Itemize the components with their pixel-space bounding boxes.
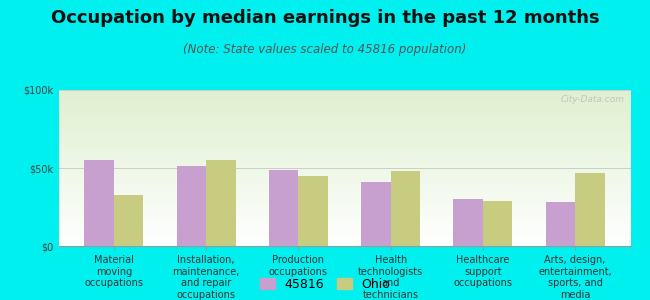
Bar: [361, 182, 391, 246]
Bar: [391, 171, 420, 246]
Text: (Note: State values scaled to 45816 population): (Note: State values scaled to 45816 popu…: [183, 44, 467, 56]
Bar: [84, 160, 114, 246]
Bar: [269, 169, 298, 246]
Bar: [298, 176, 328, 246]
Text: Occupation by median earnings in the past 12 months: Occupation by median earnings in the pas…: [51, 9, 599, 27]
Bar: [545, 202, 575, 246]
Bar: [575, 173, 604, 246]
Bar: [206, 160, 236, 246]
Bar: [114, 194, 144, 246]
Bar: [177, 167, 206, 246]
Text: City-Data.com: City-Data.com: [561, 95, 625, 104]
Bar: [453, 199, 483, 246]
Bar: [483, 201, 512, 246]
Legend: 45816, Ohio: 45816, Ohio: [259, 278, 391, 291]
